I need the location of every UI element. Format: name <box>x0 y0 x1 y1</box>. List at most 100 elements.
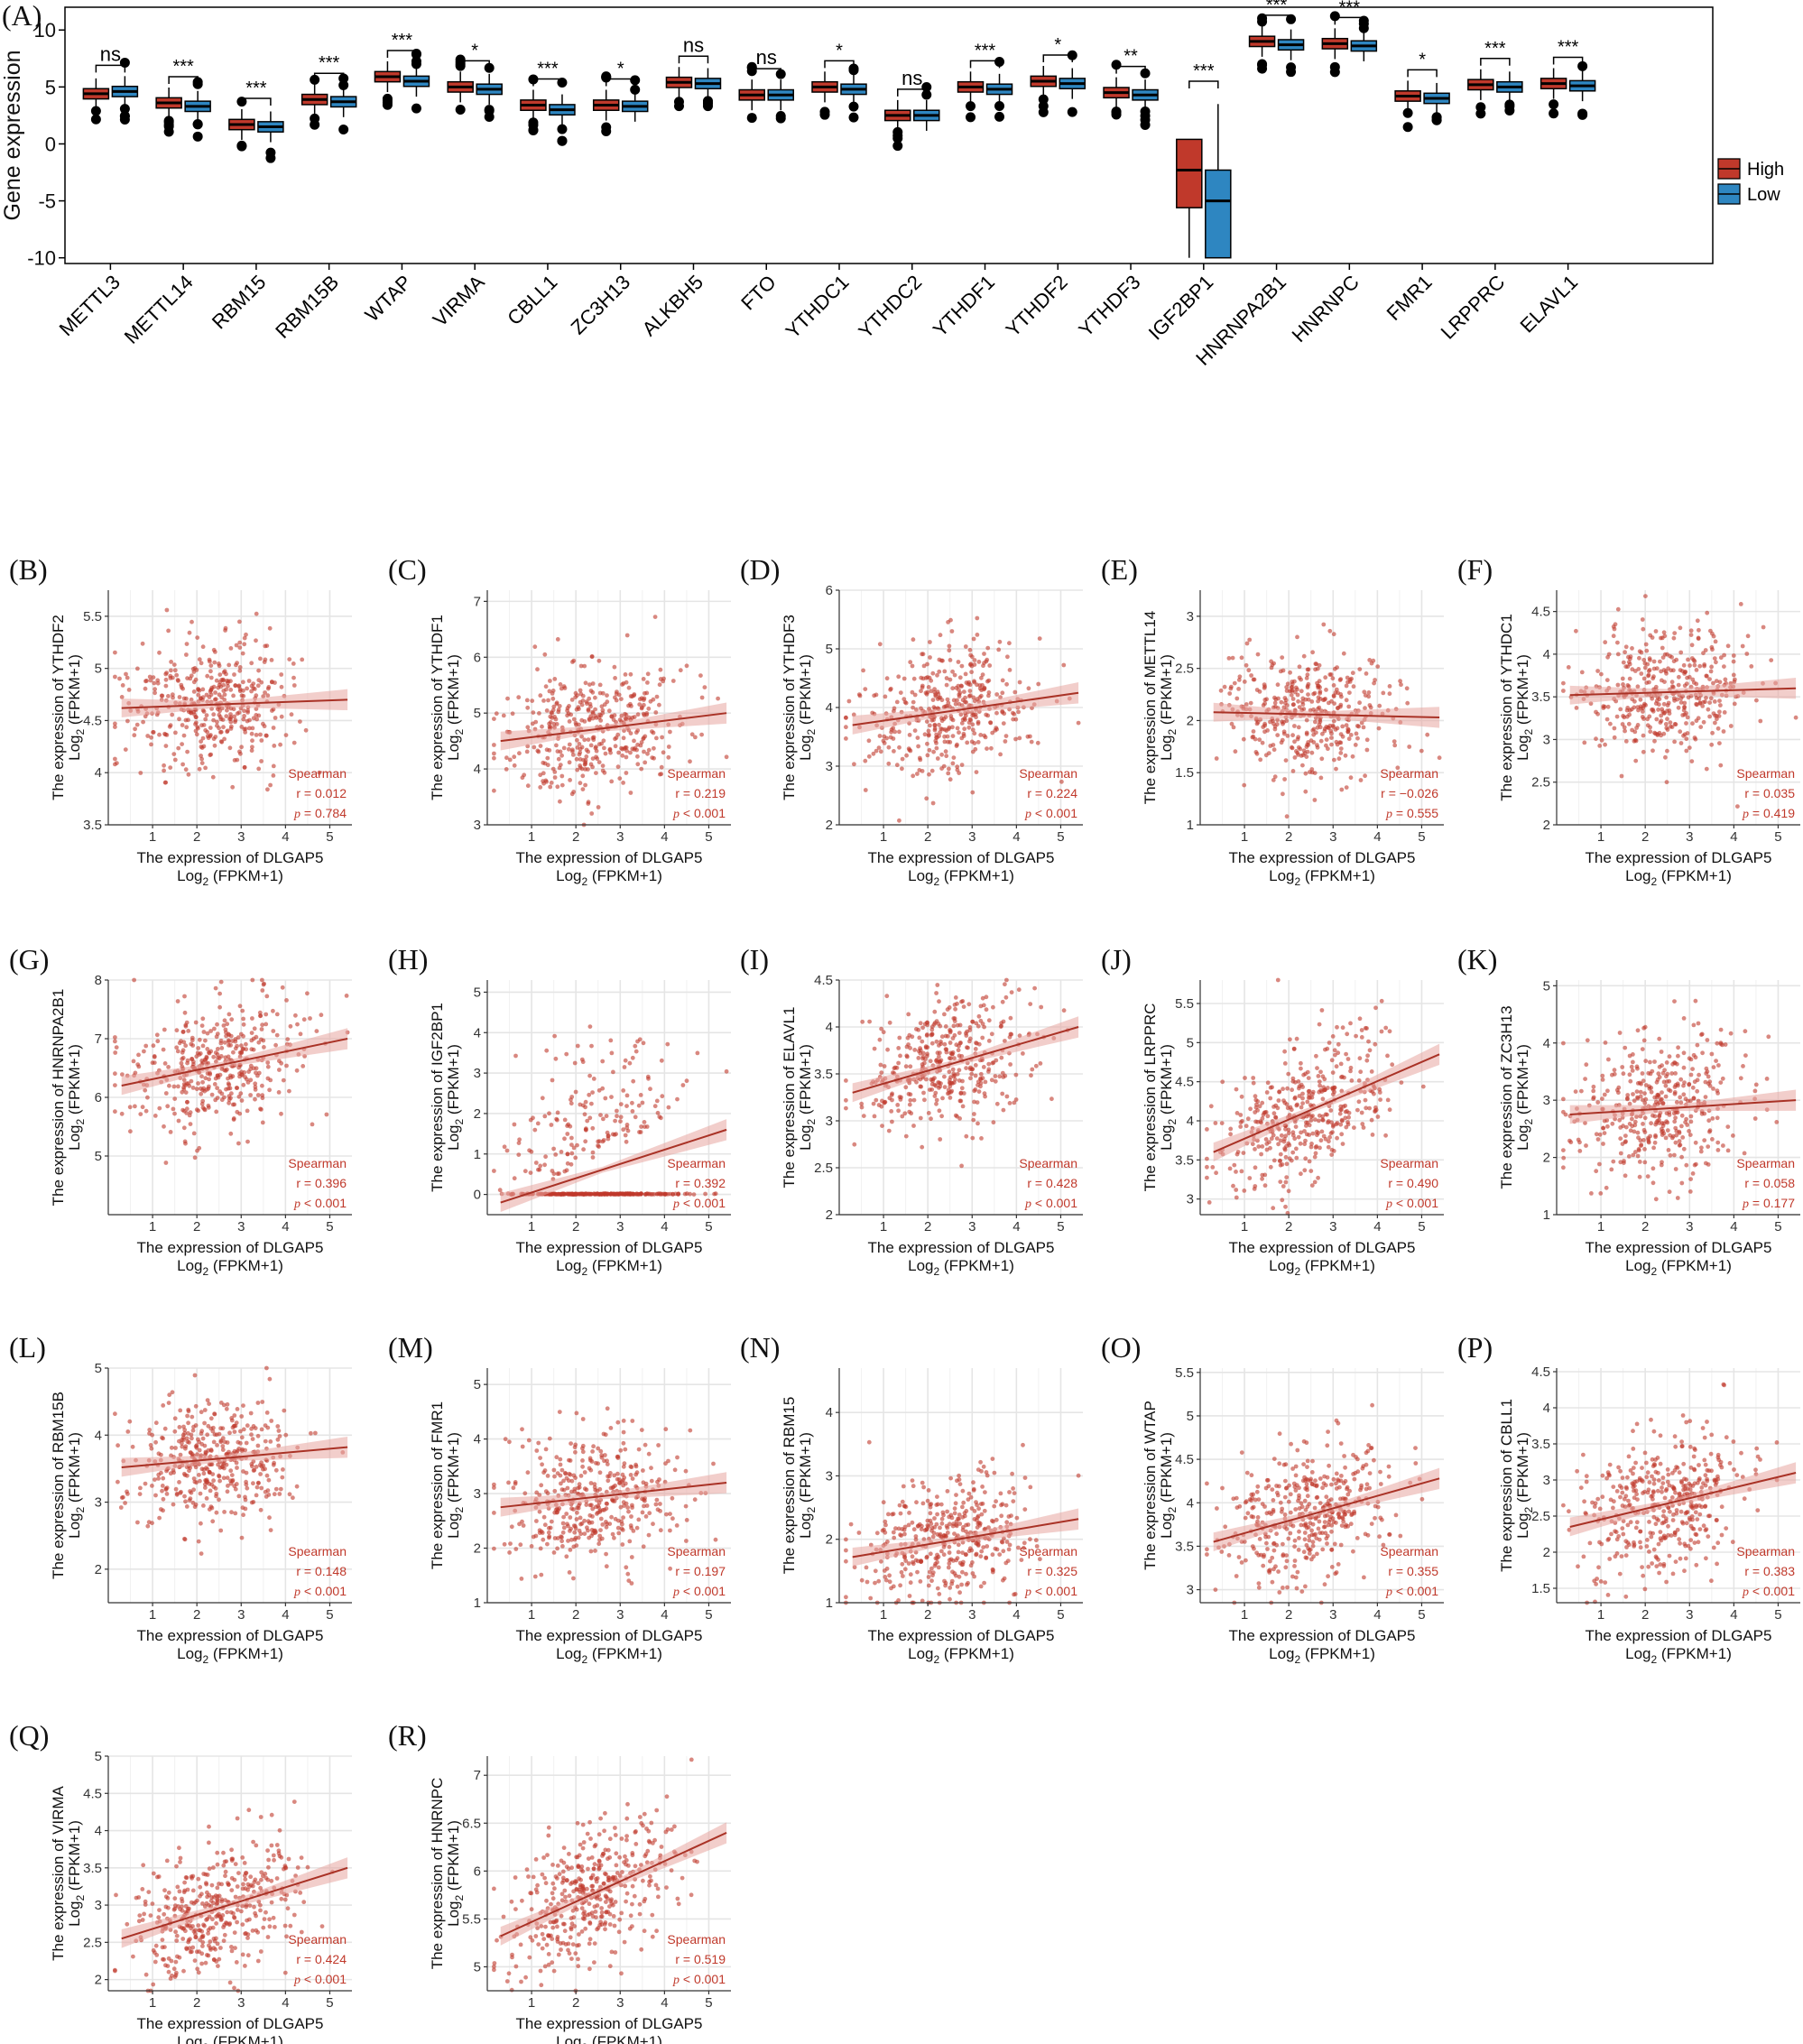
y-tick-label: 0 <box>474 1188 481 1203</box>
log-text: Log <box>556 1257 581 1274</box>
data-point <box>249 748 254 754</box>
data-point <box>590 716 596 721</box>
outlier-point <box>1038 94 1049 105</box>
log-text: Log <box>1514 735 1531 760</box>
data-point <box>684 663 689 669</box>
data-point <box>260 1120 265 1125</box>
data-point <box>958 712 964 717</box>
data-point <box>222 736 227 742</box>
data-point <box>602 745 606 751</box>
data-point <box>1011 717 1016 722</box>
data-point <box>1632 705 1637 710</box>
data-point <box>211 647 217 652</box>
data-point <box>226 683 230 689</box>
data-point <box>923 690 929 696</box>
data-point <box>863 788 868 792</box>
regression-line <box>1569 687 1797 697</box>
data-point <box>559 773 565 779</box>
data-point <box>1665 727 1670 732</box>
data-point <box>549 1123 554 1127</box>
data-point <box>1641 1025 1646 1031</box>
data-point <box>897 745 902 750</box>
data-point <box>1711 680 1715 686</box>
data-point <box>191 1131 197 1136</box>
data-point <box>1622 725 1627 730</box>
data-point <box>1285 1105 1290 1111</box>
data-point <box>1623 1045 1628 1050</box>
y-axis-sublabel: Log2 (FPKM+1) <box>797 1044 818 1151</box>
stat-p-letter: p <box>1742 808 1749 821</box>
data-point <box>162 763 167 768</box>
data-point <box>255 1093 261 1097</box>
data-point <box>1350 671 1355 676</box>
data-point <box>288 1023 293 1029</box>
data-point <box>1338 1061 1344 1067</box>
data-point <box>1234 696 1240 701</box>
data-point <box>1738 1076 1743 1081</box>
data-point <box>947 1005 952 1010</box>
data-point <box>512 763 517 768</box>
data-point <box>1701 719 1706 725</box>
data-point <box>239 1098 245 1103</box>
data-point <box>621 735 626 741</box>
data-point <box>555 1117 559 1123</box>
data-point <box>175 678 180 682</box>
data-point <box>986 1069 991 1074</box>
data-point <box>1318 775 1324 781</box>
significance-bracket <box>386 50 418 58</box>
data-point <box>951 1023 957 1029</box>
data-point <box>127 1105 133 1110</box>
data-point <box>1664 780 1669 785</box>
data-point <box>551 704 557 709</box>
y-tick-label: 5 <box>95 1149 102 1164</box>
data-point <box>575 1043 580 1049</box>
data-point <box>1280 737 1285 743</box>
data-point <box>1363 1025 1368 1031</box>
data-point <box>1260 1116 1265 1121</box>
data-point <box>872 1114 877 1119</box>
data-point <box>217 712 222 717</box>
data-point <box>1280 655 1285 660</box>
data-point <box>1712 656 1717 661</box>
data-point <box>1561 680 1566 686</box>
data-point <box>698 673 703 678</box>
outlier-point <box>673 97 684 107</box>
data-point <box>1678 729 1683 735</box>
data-point <box>254 733 259 737</box>
y-tick-label: 8 <box>95 973 102 988</box>
data-point <box>239 1043 244 1049</box>
data-point <box>227 1038 231 1043</box>
data-point <box>617 717 623 722</box>
data-point <box>159 693 164 698</box>
log-base: 2 <box>934 875 940 888</box>
data-point <box>1669 680 1675 685</box>
data-point <box>1701 651 1706 656</box>
y-axis-label: The expression of YTHDF1 <box>429 615 446 800</box>
data-point <box>1642 1160 1648 1165</box>
data-point <box>222 698 227 702</box>
data-point <box>920 676 926 681</box>
data-point <box>916 1056 921 1060</box>
data-point <box>606 1133 611 1139</box>
log-base: 2 <box>1295 1265 1301 1278</box>
outlier-point <box>994 111 1005 122</box>
log-suffix: (FPKM+1) <box>66 654 83 729</box>
data-point <box>1284 814 1290 819</box>
data-point <box>271 763 276 769</box>
significance-bracket <box>459 60 490 69</box>
data-point <box>141 719 146 725</box>
data-point <box>943 749 948 754</box>
data-point <box>975 719 981 725</box>
x-tick-label: 5 <box>1418 829 1425 845</box>
data-point <box>1642 1115 1648 1121</box>
data-point <box>214 1109 219 1114</box>
stat-p: p < 0.001 <box>1024 806 1077 821</box>
data-point <box>986 693 991 698</box>
data-point <box>924 719 929 724</box>
data-point <box>996 647 1002 652</box>
data-point <box>646 706 652 711</box>
data-point <box>1265 1114 1271 1119</box>
data-point <box>1383 1025 1389 1031</box>
data-point <box>652 745 656 751</box>
